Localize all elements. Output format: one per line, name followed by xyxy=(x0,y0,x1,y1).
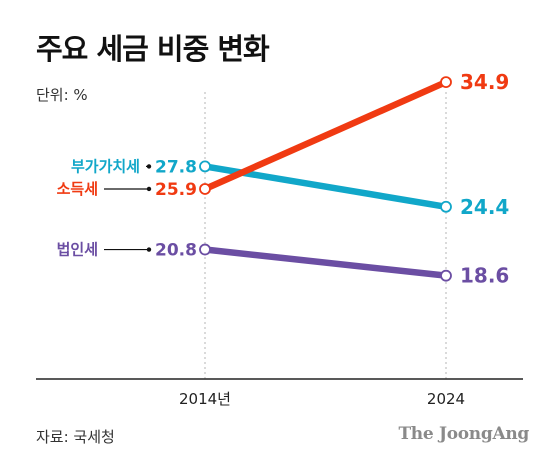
publisher-logo: The JoongAng xyxy=(398,424,529,444)
data-point-2-1 xyxy=(440,269,452,282)
series-line-2 xyxy=(204,246,447,279)
x-tick-label-0: 2014년 xyxy=(179,390,231,408)
data-point-2-0 xyxy=(199,243,211,256)
unit-label: 단위: % xyxy=(36,86,88,104)
source-note: 자료: 국세청 xyxy=(36,428,115,446)
leader-dot-2 xyxy=(146,247,152,252)
x-tick-label-1: 2024 xyxy=(427,390,465,408)
data-point-0-0 xyxy=(199,160,211,173)
value-label-1-0: 25.9 xyxy=(155,180,197,200)
series-name-1: 소득세 xyxy=(57,180,98,198)
series-line-1 xyxy=(203,79,448,192)
value-label-0-0: 27.8 xyxy=(155,157,197,177)
data-point-1-1 xyxy=(440,76,452,88)
value-label-0-1: 24.4 xyxy=(460,195,509,219)
value-label-2-1: 18.6 xyxy=(460,264,509,288)
series-name-0: 부가가치세 xyxy=(71,157,140,175)
value-label-1-1: 34.9 xyxy=(460,70,509,94)
series-name-2: 법인세 xyxy=(57,241,98,259)
value-label-2-0: 20.8 xyxy=(155,241,197,261)
data-point-0-1 xyxy=(440,200,452,213)
chart-title: 주요 세금 비중 변화 xyxy=(36,32,270,66)
data-point-1-0 xyxy=(199,183,211,195)
leader-dot-0 xyxy=(146,164,152,169)
leader-dot-1 xyxy=(146,186,152,192)
